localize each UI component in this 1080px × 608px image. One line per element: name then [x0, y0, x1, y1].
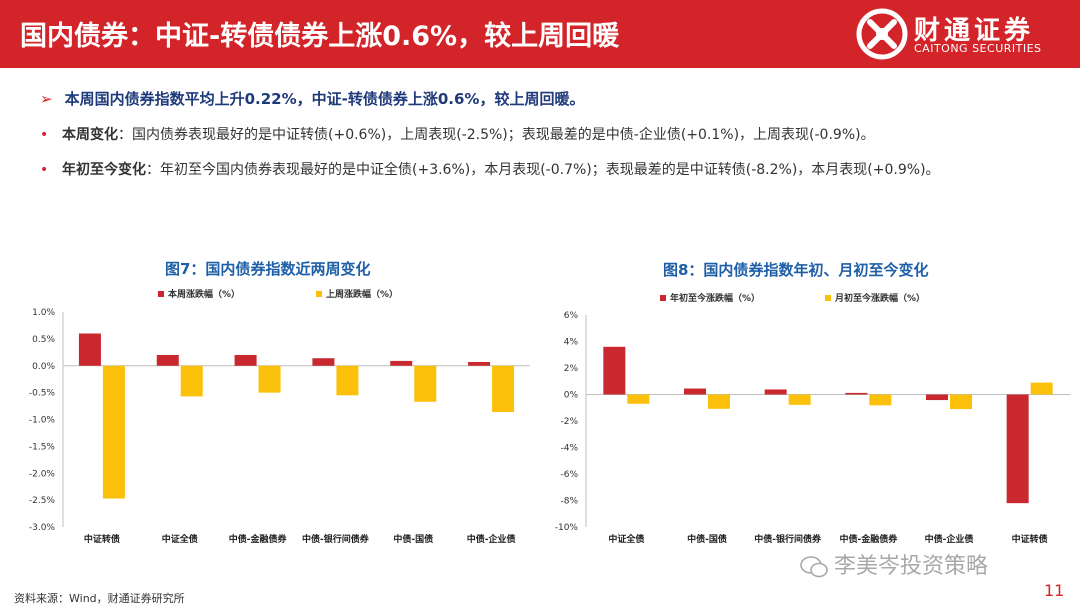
y-tick-label: 0.0%	[32, 362, 55, 372]
x-tick-label: 中证全债	[162, 533, 198, 545]
arrow-bullet-icon: ➢	[40, 90, 53, 108]
bar-series2	[869, 394, 892, 406]
bar-series1	[312, 358, 335, 366]
bar-series2	[708, 394, 730, 409]
x-tick-label: 中债-国债	[687, 533, 727, 545]
brand-logo: 财通证券 CAITONG SECURITIES	[856, 8, 1056, 60]
legend-label: 月初至今涨跌幅（%）	[834, 292, 925, 304]
chart-fig7: 1.0% 0.5% 0.0% -0.5% -1.0% -1.5% -2.0% -2.5% -3.…	[29, 288, 530, 545]
x-tick-label: 中证全债	[608, 533, 644, 545]
x-tick-label: 中债-企业债	[925, 533, 974, 545]
y-tick-label: 4%	[564, 338, 579, 348]
y-tick-label: -2.0%	[29, 469, 56, 479]
bar-series2	[414, 365, 437, 402]
chart-fig8: 6% 4% 2% 0% -2% -4% -6% -8% -10% 中证全债 中债-国债 中债-银行间债…	[555, 292, 1070, 545]
bar-series1	[764, 389, 787, 395]
bullet-text: ：年初至今国内债券表现最好的是中证全债(+3.6%)，本月表现(-0.7%)；表…	[146, 162, 940, 178]
x-tick-label: 中债-金融债券	[839, 533, 898, 545]
bullet-weekly-change: • 本周变化：国内债券表现最好的是中证转债(+0.6%)，上周表现(-2.5%)…	[40, 124, 992, 146]
legend-swatch	[825, 295, 831, 301]
bar-series1	[78, 333, 101, 366]
x-tick-label: 中债-金融债券	[229, 533, 288, 545]
bar-series2	[102, 365, 125, 499]
watermark: 李美岑投资策略	[800, 548, 988, 580]
chart-title-fig7: 图7：国内债券指数近两周变化	[165, 260, 371, 278]
bar-series2	[627, 394, 650, 404]
y-tick-label: 2%	[564, 364, 579, 374]
y-tick-label: -3.0%	[29, 523, 56, 533]
y-tick-label: 0%	[564, 391, 579, 401]
brand-emblem-icon	[856, 8, 908, 60]
x-tick-label: 中债-企业债	[467, 533, 516, 545]
x-tick-label: 中债-国债	[393, 533, 433, 545]
summary-headline-text: 本周国内债券指数平均上升0.22%，中证-转债债券上涨0.6%，较上周回暖。	[64, 90, 585, 108]
bar-series2	[1030, 382, 1053, 395]
bar-series2	[336, 365, 359, 396]
y-tick-label: -6%	[560, 470, 578, 480]
bar-series1	[845, 392, 868, 395]
page-title: 国内债券：中证-转债债券上涨0.6%，较上周回暖	[20, 21, 620, 52]
bar-series1	[603, 346, 626, 395]
bar-series2	[180, 365, 203, 397]
y-tick-label: 0.5%	[32, 335, 55, 345]
bar-series1	[926, 394, 948, 401]
source-note: 资料来源：Wind，财通证券研究所	[14, 592, 185, 605]
legend-label: 年初至今涨跌幅（%）	[670, 292, 760, 304]
bar-series1	[234, 355, 257, 366]
y-tick-label: -4%	[560, 444, 578, 454]
bar-series2	[258, 365, 281, 393]
brand-name-cn: 财通证券	[914, 16, 1035, 46]
legend-label: 本周涨跌幅（%）	[168, 288, 240, 300]
wechat-icon	[800, 556, 828, 578]
y-tick-label: -10%	[555, 523, 579, 533]
legend-swatch	[316, 291, 322, 297]
bar-series2	[492, 365, 515, 412]
y-tick-label: -1.5%	[29, 442, 56, 452]
bar-series1	[684, 388, 706, 395]
bullet-ytd-change: • 年初至今变化：年初至今国内债券表现最好的是中证全债(+3.6%)，本月表现(…	[40, 159, 962, 181]
page-number: 11	[1044, 581, 1065, 600]
y-tick-label: -2.5%	[29, 496, 56, 506]
bar-series1	[1006, 394, 1029, 504]
bar-series1	[156, 355, 179, 366]
summary-headline: ➢ 本周国内债券指数平均上升0.22%，中证-转债债券上涨0.6%，较上周回暖。	[40, 88, 584, 109]
legend-label: 上周涨跌幅（%）	[326, 288, 398, 300]
bullet-label: 本周变化	[62, 127, 118, 143]
bar-series2	[788, 394, 811, 405]
bullet-text: ：国内债券表现最好的是中证转债(+0.6%)，上周表现(-2.5%)；表现最差的…	[118, 127, 875, 143]
bar-series2	[950, 394, 972, 410]
chart-title-fig8: 图8：国内债券指数年初、月初至今变化	[663, 261, 929, 279]
bar-series1	[390, 360, 413, 366]
y-tick-label: 1.0%	[32, 308, 55, 318]
y-tick-label: -2%	[560, 417, 578, 427]
y-tick-label: -1.0%	[29, 416, 56, 426]
watermark-text: 李美岑投资策略	[834, 554, 989, 579]
x-tick-label: 中债-银行间债券	[302, 533, 370, 545]
y-tick-label: 6%	[564, 311, 579, 321]
bullet-label: 年初至今变化	[62, 162, 146, 178]
bar-series1	[468, 361, 491, 366]
x-tick-label: 中证转债	[84, 533, 120, 545]
bullet-dot-icon: •	[40, 127, 49, 143]
header-bar: 国内债券：中证-转债债券上涨0.6%，较上周回暖 财通证券 CAITONG SE…	[0, 0, 1080, 68]
y-tick-label: -0.5%	[29, 389, 56, 399]
x-tick-label: 中债-银行间债券	[754, 533, 822, 545]
bullet-dot-icon: •	[40, 162, 49, 178]
legend-swatch	[660, 295, 666, 301]
x-tick-label: 中证转债	[1012, 533, 1048, 545]
legend-swatch	[158, 291, 164, 297]
brand-name-en: CAITONG SECURITIES	[914, 42, 1042, 55]
y-tick-label: -8%	[560, 497, 578, 507]
